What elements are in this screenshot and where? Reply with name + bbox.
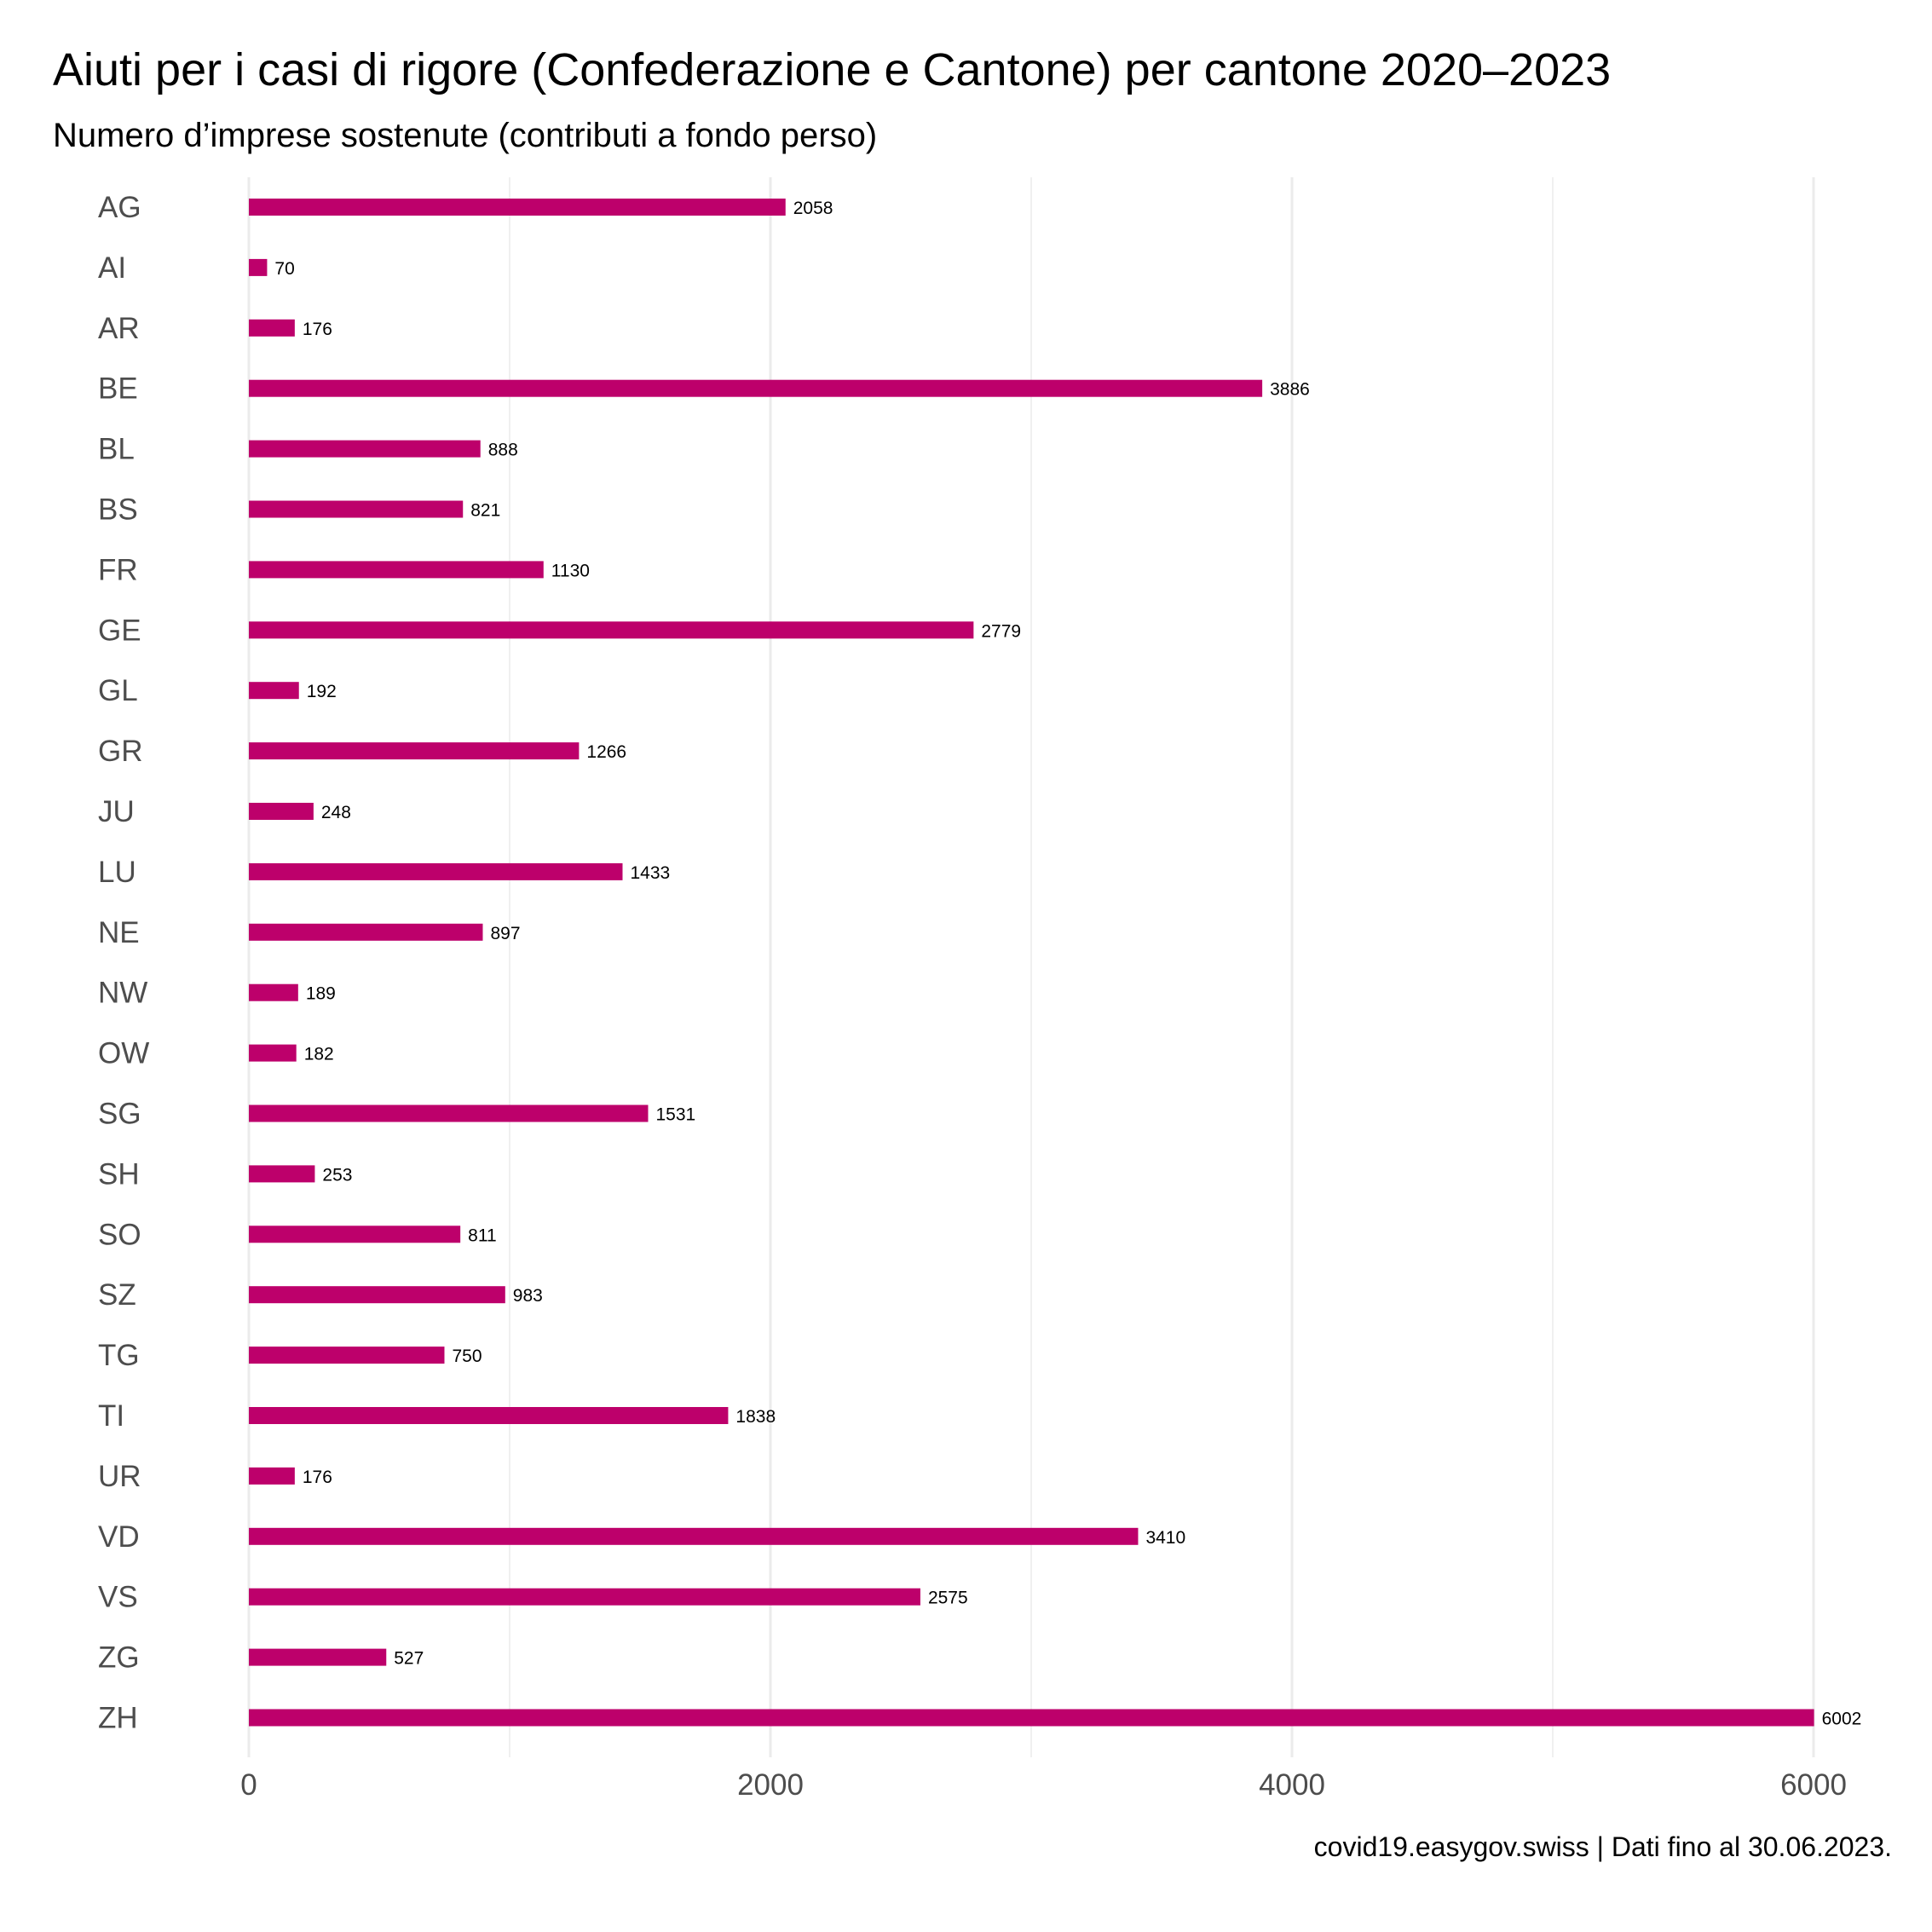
bar-sg (249, 1104, 649, 1122)
bar-zg (249, 1648, 387, 1666)
bar-ar (249, 319, 295, 337)
data-label-gr: 1266 (586, 742, 626, 762)
bar-ju (249, 803, 314, 820)
x-tick-label: 2000 (737, 1768, 804, 1802)
category-label-ow: OW (98, 1037, 149, 1070)
category-label-ti: TI (98, 1399, 124, 1433)
bar-tg (249, 1347, 445, 1364)
category-label-ur: UR (98, 1460, 141, 1493)
data-label-lu: 1433 (630, 863, 670, 883)
bar-bs (249, 500, 464, 518)
x-axis-ticks: 0 2000 4000 6000 (240, 1768, 1847, 1802)
bar-so (249, 1226, 461, 1243)
data-label-be: 3886 (1270, 380, 1310, 400)
bar-lu (249, 862, 623, 880)
category-labels: AG AI AR BE BL BS FR GE GL GR JU LU NE NW OW SG SH SO SZ TG… (98, 191, 149, 1735)
category-label-ai: AI (98, 251, 126, 285)
data-label-tg: 750 (453, 1347, 482, 1366)
data-label-bs: 821 (470, 501, 500, 521)
category-label-ar: AR (98, 312, 140, 345)
category-label-gl: GL (98, 674, 138, 707)
category-label-zg: ZG (98, 1641, 140, 1675)
category-label-sz: SZ (98, 1278, 136, 1312)
data-label-sh: 253 (322, 1165, 352, 1185)
category-label-gr: GR (98, 735, 143, 768)
bar-ai (249, 258, 268, 276)
bar-fr (249, 561, 544, 579)
category-label-vs: VS (98, 1581, 138, 1614)
bar-ur (249, 1467, 295, 1485)
data-label-vd: 3410 (1145, 1528, 1185, 1548)
bar-vd (249, 1527, 1139, 1545)
bar-ag (249, 199, 786, 216)
bar-bl (249, 440, 481, 458)
data-label-gl: 192 (307, 682, 337, 701)
category-label-tg: TG (98, 1339, 140, 1372)
data-label-ar: 176 (303, 320, 332, 339)
data-label-ow: 182 (304, 1045, 334, 1064)
bar-be (249, 379, 1263, 397)
category-label-ne: NE (98, 916, 140, 949)
bar-ow (249, 1044, 297, 1062)
category-label-bl: BL (98, 433, 135, 466)
data-labels: 2058 70 176 3886 888 821 1130 2779 192 1266 248 143… (274, 199, 1861, 1729)
chart-title: Aiuti per i casi di rigore (Confederazio… (53, 44, 1611, 95)
data-label-ju: 248 (321, 803, 351, 822)
category-label-fr: FR (98, 553, 138, 586)
gridlines (247, 177, 1815, 1757)
bar-zh (249, 1709, 1814, 1727)
data-label-ag: 2058 (793, 199, 833, 218)
bar-gr (249, 742, 580, 760)
category-label-nw: NW (98, 977, 147, 1010)
data-label-zg: 527 (394, 1649, 424, 1669)
category-label-ge: GE (98, 614, 141, 647)
x-tick-label: 4000 (1259, 1768, 1325, 1802)
category-label-zh: ZH (98, 1702, 138, 1735)
category-label-sg: SG (98, 1098, 141, 1131)
bar-vs (249, 1588, 920, 1606)
data-label-sg: 1531 (655, 1105, 695, 1125)
data-label-nw: 189 (306, 984, 336, 1004)
category-label-lu: LU (98, 856, 136, 889)
category-label-sh: SH (98, 1157, 140, 1191)
category-label-so: SO (98, 1218, 141, 1251)
category-label-ag: AG (98, 191, 141, 224)
bar-gl (249, 682, 299, 700)
bar-ge (249, 621, 974, 639)
data-label-fr: 1130 (551, 561, 590, 580)
chart-caption: covid19.easygov.swiss | Dati fino al 30.… (1314, 1831, 1892, 1862)
bar-sh (249, 1165, 315, 1183)
data-label-so: 811 (468, 1226, 496, 1245)
bar-sz (249, 1286, 505, 1304)
bar-ne (249, 923, 483, 941)
bar-nw (249, 983, 298, 1001)
category-label-be: BE (98, 372, 138, 406)
data-label-ti: 1838 (735, 1407, 776, 1427)
x-tick-label: 6000 (1780, 1768, 1847, 1802)
bars (249, 199, 1814, 1727)
data-label-ur: 176 (303, 1468, 332, 1487)
data-label-zh: 6002 (1822, 1710, 1862, 1729)
data-label-bl: 888 (488, 441, 518, 460)
data-label-vs: 2575 (928, 1589, 968, 1608)
chart-subtitle: Numero d’imprese sostenute (contributi a… (53, 117, 877, 154)
data-label-ai: 70 (274, 259, 294, 279)
category-label-vd: VD (98, 1520, 140, 1554)
category-label-bs: BS (98, 493, 138, 527)
data-label-ne: 897 (490, 924, 520, 943)
x-tick-label: 0 (240, 1768, 257, 1802)
category-label-ju: JU (98, 795, 135, 828)
data-label-sz: 983 (513, 1286, 543, 1306)
data-label-ge: 2779 (981, 621, 1021, 641)
bar-ti (249, 1407, 729, 1424)
